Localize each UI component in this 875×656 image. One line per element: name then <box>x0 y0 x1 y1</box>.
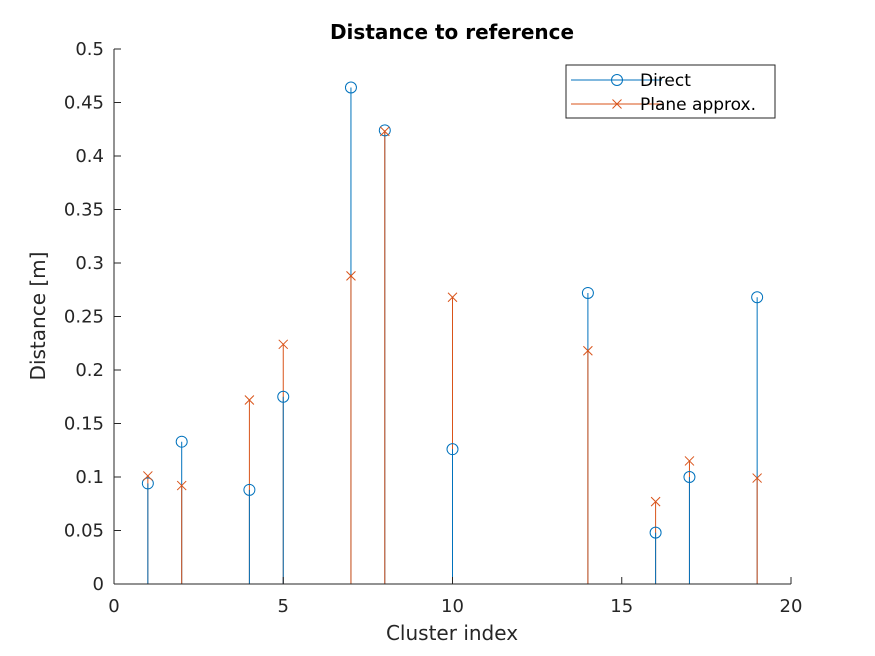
stems-layer <box>147 87 758 584</box>
legend-box <box>565 64 776 119</box>
plane-approx-point <box>752 473 763 483</box>
plane-approx-point <box>346 270 356 281</box>
direct-point <box>277 390 290 403</box>
plane-approx-point <box>142 471 153 481</box>
markers-layer <box>141 81 764 539</box>
y-tick-label: 0.45 <box>64 93 104 114</box>
direct-point <box>581 286 594 299</box>
y-tick-label: 0.15 <box>64 414 104 435</box>
plane-approx-point <box>278 339 289 350</box>
x-marker-stroke <box>752 473 763 483</box>
direct-point <box>344 81 357 94</box>
x-marker-stroke <box>379 126 390 137</box>
plane-approx-point <box>244 395 255 405</box>
legend-circle-marker <box>611 74 623 86</box>
x-marker-stroke <box>612 99 622 109</box>
y-tick-label: 0.4 <box>75 146 104 167</box>
plane-approx-point <box>447 292 458 303</box>
direct-point <box>649 526 662 539</box>
x-tick-label: 0 <box>108 596 119 617</box>
plane-approx-point <box>583 345 593 356</box>
x-axis-label: Cluster index <box>386 621 518 645</box>
y-tick-label: 0.05 <box>64 521 104 542</box>
chart-title: Distance to reference <box>330 20 574 44</box>
direct-point <box>141 477 154 490</box>
x-tick-label: 20 <box>780 596 803 617</box>
legend-label: Plane approx. <box>640 95 756 115</box>
x-marker-stroke <box>176 480 187 491</box>
y-tick-label: 0.1 <box>75 467 104 488</box>
direct-point <box>446 443 459 456</box>
plane-approx-point <box>650 496 661 507</box>
axes-layer: 0 5 10 15 20 0 0.05 0.1 0.15 0.2 0.25 0.3 0.35 0.4 0.4… <box>64 39 803 617</box>
y-tick-label: 0 <box>93 574 104 595</box>
x-marker-stroke <box>583 345 593 356</box>
x-tick-label: 15 <box>610 596 633 617</box>
x-marker-stroke <box>278 339 289 350</box>
x-tick-label: 10 <box>441 596 464 617</box>
x-marker-stroke <box>142 471 153 481</box>
plane-approx-point <box>379 126 390 137</box>
y-tick-label: 0.35 <box>64 200 104 221</box>
y-tick-label: 0.5 <box>75 39 104 60</box>
y-tick-label: 0.3 <box>75 253 104 274</box>
y-tick-label: 0.2 <box>75 360 104 381</box>
y-tick-label: 0.25 <box>64 307 104 328</box>
plane-approx-point <box>684 456 695 466</box>
x-marker-stroke <box>684 456 695 466</box>
direct-point <box>683 471 696 483</box>
legend-x-marker <box>612 99 622 109</box>
direct-point <box>751 291 764 304</box>
y-axis-label: Distance [m] <box>26 252 50 381</box>
x-marker-stroke <box>346 270 356 281</box>
legend: Direct Plane approx. <box>565 64 776 119</box>
legend-label: Direct <box>640 71 691 91</box>
direct-point <box>378 124 391 137</box>
x-marker-stroke <box>650 496 661 507</box>
x-marker-stroke <box>447 292 458 303</box>
plane-approx-point <box>176 480 187 491</box>
direct-point <box>175 435 188 448</box>
x-tick-label: 5 <box>278 596 289 617</box>
x-marker-stroke <box>244 395 255 405</box>
direct-point <box>243 483 256 496</box>
